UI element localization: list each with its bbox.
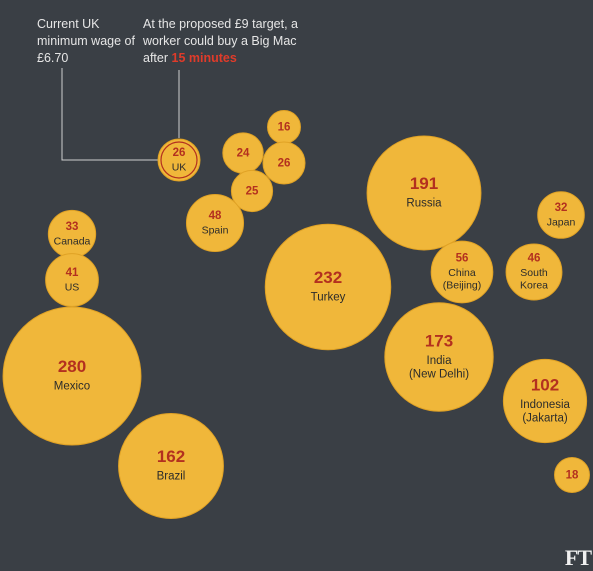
value-label-indonesia: 102: [531, 375, 559, 394]
bubble-brazil: [118, 413, 224, 519]
country-label-indonesia-sub: (Jakarta): [522, 412, 568, 424]
value-label-russia: 191: [410, 174, 438, 193]
country-label-russia: Russia: [406, 198, 442, 210]
proposed-target-highlight: 15 minutes: [171, 51, 237, 65]
bubble-c25: [230, 169, 274, 213]
country-label-spain: Spain: [202, 224, 229, 236]
value-label-canada: 33: [66, 221, 79, 233]
value-label-japan: 32: [555, 202, 568, 214]
value-label-turkey: 232: [314, 268, 342, 287]
country-label-uk: UK: [172, 161, 187, 173]
bubble-china: [430, 240, 494, 304]
bubble-c26: [262, 141, 306, 185]
bubble-turkey: [264, 223, 392, 351]
country-label-indonesia: Indonesia: [520, 399, 570, 411]
value-label-uk: 26: [173, 147, 186, 159]
country-label-skorea: South: [520, 267, 548, 279]
value-label-spain: 48: [209, 210, 222, 222]
bubble-russia: [366, 135, 482, 251]
proposed-target-text: At the proposed £9 target, a worker coul…: [143, 17, 298, 65]
bubble-uk: [157, 138, 201, 182]
country-label-mexico: Mexico: [54, 381, 90, 393]
value-label-brazil: 162: [157, 447, 185, 466]
bubble-spain: [185, 193, 245, 253]
country-label-china-sub: (Beijing): [443, 280, 482, 292]
bubble-us: [45, 253, 99, 307]
value-label-c25: 25: [246, 186, 259, 198]
bubble-skorea: [505, 243, 563, 301]
ft-logo: FT: [564, 545, 592, 570]
uk-highlight-ring: [160, 141, 198, 179]
country-label-skorea-sub: Korea: [520, 280, 548, 292]
value-label-c18: 18: [566, 470, 579, 482]
value-label-china: 56: [456, 253, 469, 265]
proposed-target-annotation: At the proposed £9 target, a worker coul…: [143, 16, 323, 67]
bubble-c18: [554, 457, 590, 493]
country-label-us: US: [65, 281, 80, 293]
country-label-india: India: [427, 355, 453, 367]
value-label-c24: 24: [237, 148, 250, 160]
value-label-mexico: 280: [58, 357, 86, 376]
current-wage-text: Current UK minimum wage of £6.70: [37, 17, 135, 65]
bubble-india: [384, 302, 494, 412]
current-wage-annotation: Current UK minimum wage of £6.70: [37, 16, 147, 67]
bubble-japan: [537, 191, 585, 239]
bubble-indonesia: [502, 358, 588, 444]
value-label-skorea: 46: [528, 253, 541, 265]
country-label-india-sub: (New Delhi): [409, 368, 469, 380]
country-label-china: China: [448, 267, 476, 279]
bubble-canada: [47, 209, 97, 259]
current-wage-leader-line: [61, 68, 158, 161]
bubble-mexico: [2, 306, 142, 446]
country-label-turkey: Turkey: [311, 292, 346, 304]
country-label-brazil: Brazil: [157, 471, 186, 483]
value-label-us: 41: [66, 267, 79, 279]
value-label-c26: 26: [278, 158, 291, 170]
country-label-japan: Japan: [547, 216, 576, 228]
value-label-c16: 16: [278, 122, 291, 134]
country-label-canada: Canada: [54, 235, 91, 247]
value-label-india: 173: [425, 331, 453, 350]
